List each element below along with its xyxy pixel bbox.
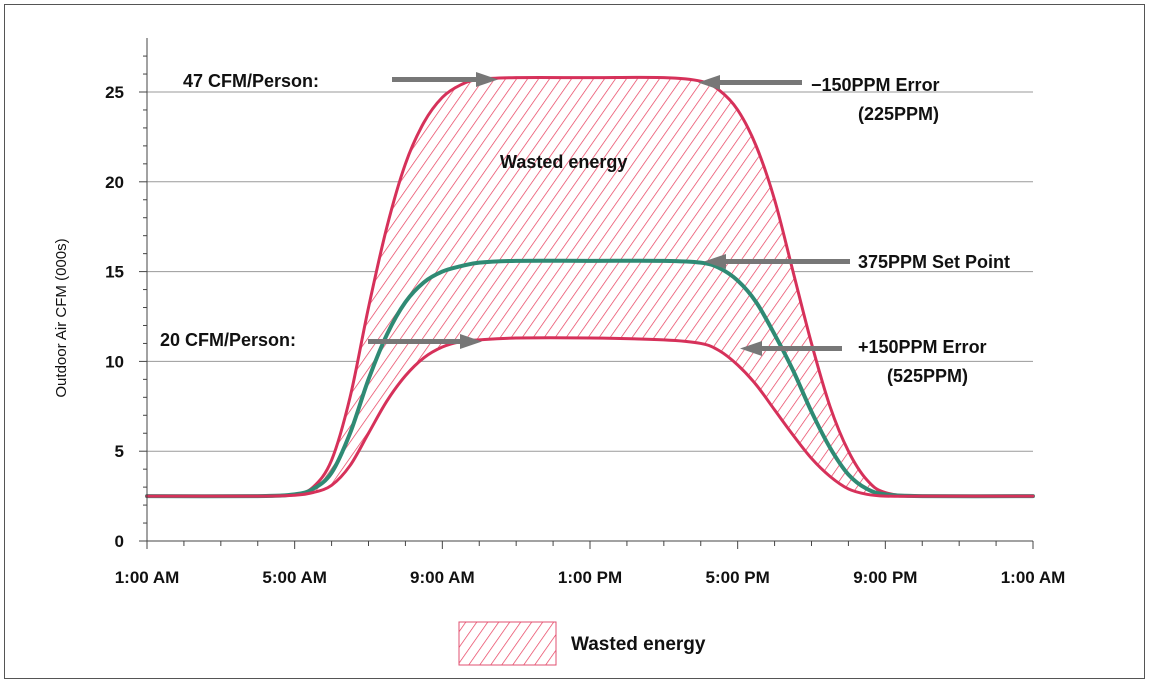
annotation-47-cfm: 47 CFM/Person: [183, 71, 319, 91]
annotation-525ppm: (525PPM) [887, 366, 968, 386]
annotation-wasted-energy: Wasted energy [500, 152, 627, 172]
arrow-left-icon [740, 341, 842, 356]
x-tick-labels: 1:00 AM 5:00 AM 9:00 AM 1:00 PM 5:00 PM 9:00 … [115, 568, 1066, 587]
annotation-225ppm: (225PPM) [858, 104, 939, 124]
x-tick-label: 5:00 AM [262, 568, 327, 587]
x-tick-label: 1:00 AM [1001, 568, 1066, 587]
x-tick-label: 9:00 PM [853, 568, 917, 587]
x-tick-label: 5:00 PM [706, 568, 770, 587]
annotation-setpoint: 375PPM Set Point [858, 252, 1010, 272]
arrow-right-icon [392, 72, 498, 87]
x-tick-label: 9:00 AM [410, 568, 475, 587]
legend: Wasted energy [458, 621, 706, 666]
tick-marks [139, 55, 1034, 549]
x-tick-label: 1:00 AM [115, 568, 180, 587]
y-axis-label: Outdoor Air CFM (000s) [53, 238, 70, 397]
series-layer [145, 75, 1035, 499]
arrow-left-icon [704, 254, 850, 269]
y-tick-label: 15 [105, 263, 124, 282]
y-tick-label: 25 [105, 83, 124, 102]
wasted-energy-area [147, 77, 1033, 497]
y-tick-label: 5 [115, 442, 124, 461]
y-tick-labels: 0 5 10 15 20 25 [105, 83, 124, 551]
y-tick-label: 10 [105, 352, 124, 371]
annotation-plus-150ppm: +150PPM Error [858, 337, 987, 357]
arrow-right-icon [368, 334, 482, 349]
x-tick-label: 1:00 PM [558, 568, 622, 587]
annotation-20-cfm: 20 CFM/Person: [160, 330, 296, 350]
y-tick-label: 20 [105, 173, 124, 192]
legend-label: Wasted energy [571, 634, 706, 655]
annotations: 47 CFM/Person: −150PPM Error (225PPM) Wa… [160, 71, 1010, 386]
annotation-minus-150ppm: −150PPM Error [811, 75, 940, 95]
legend-swatch [458, 621, 557, 666]
series-line-minus-150ppm [145, 75, 1035, 498]
series-line-setpoint [145, 258, 1035, 499]
series-line-plus-150ppm [145, 336, 1035, 498]
y-tick-label: 0 [115, 532, 124, 551]
arrow-left-icon [698, 75, 802, 90]
